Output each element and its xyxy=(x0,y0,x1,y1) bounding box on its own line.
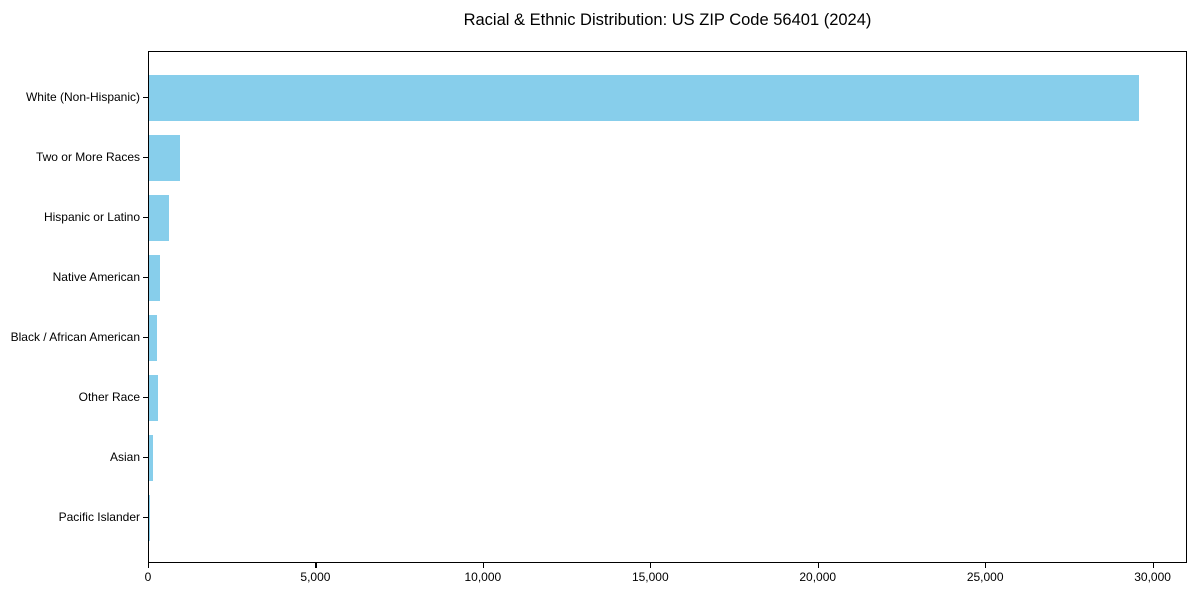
x-tick xyxy=(1152,563,1154,568)
x-tick xyxy=(482,563,485,568)
x-tick xyxy=(817,563,819,568)
x-tick xyxy=(315,563,317,568)
bar-0 xyxy=(149,74,1139,121)
bar-2 xyxy=(149,194,169,241)
x-tick-label: 25,000 xyxy=(966,570,1004,584)
y-tick xyxy=(143,516,148,518)
x-tick xyxy=(148,563,150,568)
chart-title: Racial & Ethnic Distribution: US ZIP Cod… xyxy=(463,11,872,29)
y-tick xyxy=(143,276,148,278)
x-tick-label: 5,000 xyxy=(300,570,331,584)
y-tick xyxy=(143,456,148,458)
bar-5 xyxy=(149,374,158,421)
y-tick-label: Two or More Races xyxy=(35,149,140,164)
bar-1 xyxy=(149,134,181,181)
x-tick-label: 0 xyxy=(144,570,152,584)
x-tick-label: 10,000 xyxy=(464,570,502,584)
y-tick xyxy=(143,396,148,398)
bar-6 xyxy=(149,434,154,481)
y-tick xyxy=(143,96,148,98)
x-tick-label: 15,000 xyxy=(631,570,669,584)
x-tick-label: 30,000 xyxy=(1134,570,1171,584)
y-tick-label: Pacific Islander xyxy=(58,509,140,524)
plot-area xyxy=(148,51,1187,563)
y-tick xyxy=(143,216,148,218)
y-tick-label: Black / African American xyxy=(10,329,140,344)
bar-7 xyxy=(149,494,150,541)
x-tick xyxy=(985,563,987,568)
y-tick-label: Native American xyxy=(52,269,140,284)
y-tick-label: Hispanic or Latino xyxy=(43,209,140,224)
y-tick-label: Asian xyxy=(109,449,140,464)
y-tick xyxy=(143,336,148,338)
y-tick xyxy=(143,156,148,158)
y-tick-label: White (Non-Hispanic) xyxy=(25,89,140,104)
x-tick-label: 20,000 xyxy=(799,570,837,584)
y-tick-label: Other Race xyxy=(78,389,140,404)
bar-4 xyxy=(149,314,158,361)
x-tick xyxy=(650,563,652,568)
bar-3 xyxy=(149,254,160,301)
